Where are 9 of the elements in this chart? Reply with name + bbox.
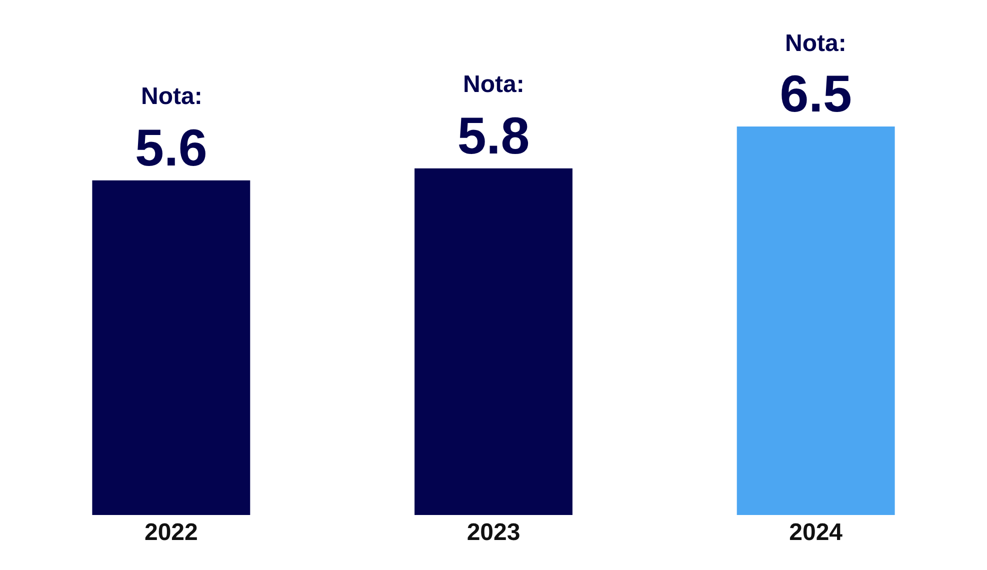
data-label: 6.5	[780, 66, 852, 124]
annotation: Nota:	[785, 30, 846, 57]
data-label: 5.8	[457, 107, 530, 166]
x-tick-label: 2022	[144, 519, 198, 546]
x-tick-label: 2024	[789, 519, 844, 546]
annotation: Nota:	[463, 71, 524, 98]
annotation: Nota:	[141, 83, 202, 110]
x-tick-label: 2023	[466, 519, 520, 546]
data-label: 5.6	[135, 119, 208, 178]
